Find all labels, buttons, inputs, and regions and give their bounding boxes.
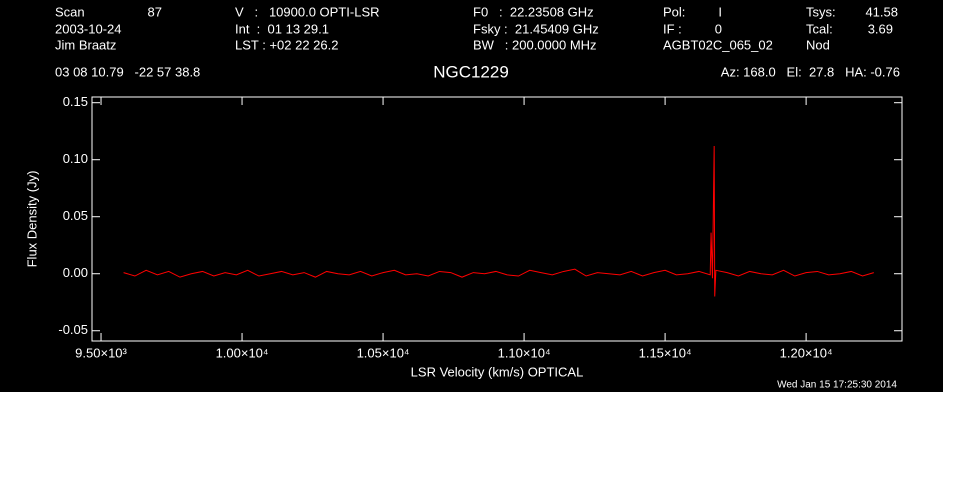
plot-frame <box>91 96 903 342</box>
header-field: 41.58 <box>865 4 898 19</box>
header-field: Tsys: <box>806 4 836 19</box>
header-field: 87 <box>148 4 162 19</box>
x-tick-label: 1.20×10⁴ <box>780 345 833 360</box>
chart-title: NGC1229 <box>433 62 509 81</box>
header-field: Int : 01 13 29.1 <box>235 21 329 36</box>
x-tick-label: 1.05×10⁴ <box>357 345 410 360</box>
header-field: Pol: <box>663 4 685 19</box>
header-field: Jim Braatz <box>55 37 116 52</box>
header-field: Scan <box>55 4 85 19</box>
y-axis-label: Flux Density (Jy) <box>24 171 39 268</box>
header-field: I <box>718 4 722 19</box>
header-field: Nod <box>806 37 830 52</box>
header-field: F0 : 22.23508 GHz <box>473 4 594 19</box>
header-field: 03 08 10.79 -22 57 38.8 <box>55 64 200 79</box>
header-field: Az: 168.0 El: 27.8 HA: -0.76 <box>721 64 900 79</box>
plot-window <box>0 0 943 392</box>
header-field: LST : +02 22 26.2 <box>235 37 338 52</box>
header-field: V : 10900.0 OPTI-LSR <box>235 4 380 19</box>
y-tick-label: 0.15 <box>63 94 88 109</box>
y-tick-label: 0.00 <box>63 265 88 280</box>
header-field: Fsky : 21.45409 GHz <box>473 21 599 36</box>
header-field: AGBT02C_065_02 <box>663 37 773 52</box>
header-field: IF : <box>663 21 682 36</box>
y-tick-label: 0.10 <box>63 151 88 166</box>
x-tick-label: 1.15×10⁴ <box>639 345 692 360</box>
spectrum-line <box>123 146 874 297</box>
x-tick-label: 1.00×10⁴ <box>216 345 269 360</box>
y-tick-label: 0.05 <box>63 208 88 223</box>
header-field: Tcal: <box>806 21 833 36</box>
x-tick-label: 1.10×10⁴ <box>498 345 551 360</box>
x-axis-label: LSR Velocity (km/s) OPTICAL <box>411 364 584 379</box>
header-field: BW : 200.0000 MHz <box>473 37 597 52</box>
header-field: 0 <box>715 21 722 36</box>
timestamp: Wed Jan 15 17:25:30 2014 <box>777 380 897 391</box>
header-field: 3.69 <box>868 21 893 36</box>
header-field: 2003-10-24 <box>55 21 122 36</box>
x-tick-label: 9.50×10³ <box>75 345 127 360</box>
y-tick-label: -0.05 <box>58 322 88 337</box>
